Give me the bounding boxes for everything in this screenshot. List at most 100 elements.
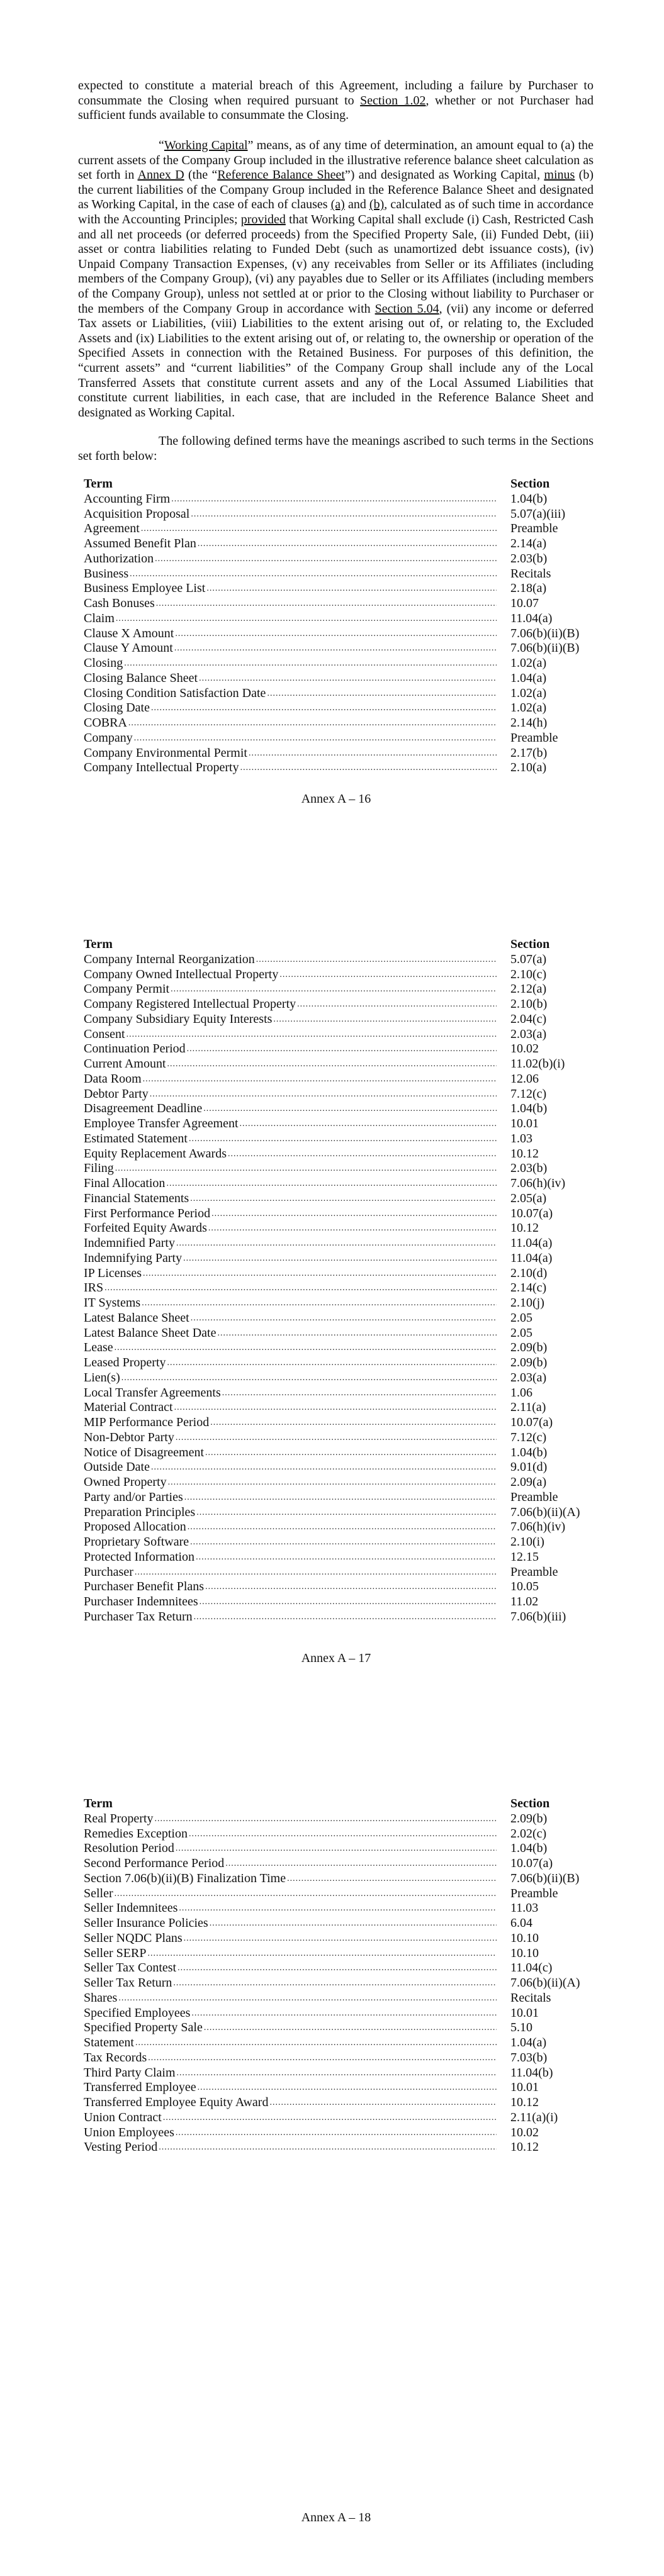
dot-leader <box>196 2080 497 2095</box>
section-reference: 10.02 <box>510 1042 539 1056</box>
term-name: IT Systems <box>84 1296 141 1310</box>
dot-leader <box>227 1147 497 1162</box>
table-row: Outside Date 9.01(d) <box>84 1460 594 1475</box>
term-cell: IP Licenses <box>84 1266 497 1281</box>
dot-leader <box>177 1901 497 1916</box>
dot-leader <box>266 686 497 701</box>
table-row: Authorization 2.03(b) <box>84 552 594 567</box>
term-cell: Continuation Period <box>84 1042 497 1057</box>
term-name: Third Party Claim <box>84 2065 176 2080</box>
section-reference: 7.06(h)(iv) <box>510 1520 566 1534</box>
section-reference: 11.04(a) <box>510 1236 553 1250</box>
table-row: Company Preamble <box>84 731 594 746</box>
section-reference: 2.09(b) <box>510 1356 548 1369</box>
paragraph: “Working Capital” means, as of any time … <box>78 138 594 420</box>
section-reference: 1.02(a) <box>510 701 547 715</box>
term-name: Consent <box>84 1027 125 1041</box>
term-cell: Party and/or Parties <box>84 1490 497 1505</box>
header-section: Section <box>510 477 550 491</box>
table-row: Continuation Period 10.02 <box>84 1042 594 1057</box>
term-name: Clause Y Amount <box>84 641 173 655</box>
dot-leader <box>154 1812 497 1827</box>
table-row: Proposed Allocation 7.06(h)(iv) <box>84 1520 594 1535</box>
term-cell: Data Room <box>84 1072 497 1087</box>
term-name: Continuation Period <box>84 1042 186 1056</box>
section-reference: 1.04(a) <box>510 671 547 685</box>
table-row: Specified Employees 10.01 <box>84 2006 594 2021</box>
term-cell: Transferred Employee Equity Award <box>84 2095 497 2110</box>
section-reference: 1.04(b) <box>510 1445 548 1459</box>
term-name: Business Employee List <box>84 581 206 596</box>
term-cell: Closing Balance Sheet <box>84 671 497 686</box>
section-reference: 2.14(c) <box>510 1281 547 1295</box>
page-footer: Annex A – 17 <box>301 1651 371 1665</box>
paragraph: The following defined terms have the mea… <box>78 434 594 464</box>
term-cell: Union Employees <box>84 2126 497 2141</box>
term-cell: Section 7.06(b)(ii)(B) Finalization Time <box>84 1871 497 1887</box>
term-cell: Company Permit <box>84 982 497 997</box>
term-cell: Consent <box>84 1027 497 1042</box>
dot-leader <box>174 1430 497 1446</box>
header-section: Section <box>510 1797 550 1810</box>
table-row: Consent 2.03(a) <box>84 1027 594 1042</box>
dot-leader <box>170 492 497 507</box>
table-row: Final Allocation 7.06(h)(iv) <box>84 1176 594 1191</box>
dot-leader <box>195 1505 497 1520</box>
term-name: Final Allocation <box>84 1176 166 1190</box>
dot-leader <box>204 1446 497 1461</box>
dot-leader <box>278 967 497 983</box>
dot-leader <box>142 1266 497 1281</box>
dot-leader <box>140 1296 497 1311</box>
dot-leader <box>216 1326 497 1341</box>
table-row: Seller Indemnitees 11.03 <box>84 1901 594 1916</box>
table-row: Party and/or Parties Preamble <box>84 1490 594 1505</box>
table-row: Real Property 2.09(b) <box>84 1812 594 1827</box>
table-row: COBRA 2.14(h) <box>84 716 594 731</box>
dot-leader <box>157 2140 497 2155</box>
table-row: Company Internal Reorganization 5.07(a) <box>84 952 594 967</box>
table-row: Debtor Party 7.12(c) <box>84 1087 594 1102</box>
text-run: and <box>344 198 369 212</box>
term-cell: Closing Date <box>84 701 497 716</box>
table-row: Transferred Employee 10.01 <box>84 2080 594 2095</box>
table-row: Notice of Disagreement 1.04(b) <box>84 1446 594 1461</box>
term-name: Company Internal Reorganization <box>84 952 255 966</box>
term-name: Transferred Employee <box>84 2080 196 2095</box>
term-cell: Union Contract <box>84 2110 497 2126</box>
table-row: IP Licenses 2.10(d) <box>84 1266 594 1281</box>
term-cell: Second Performance Period <box>84 1856 497 1871</box>
term-name: Section 7.06(b)(ii)(B) Finalization Time <box>84 1871 286 1885</box>
dot-leader <box>173 1400 497 1415</box>
term-name: Data Room <box>84 1071 142 1086</box>
term-cell: Company Subsidiary Equity Interests <box>84 1012 497 1027</box>
dot-leader <box>150 1460 497 1475</box>
term-cell: Third Party Claim <box>84 2066 497 2081</box>
section-reference: 2.05 <box>510 1325 532 1340</box>
term-cell: Company <box>84 731 497 746</box>
term-name: Forfeited Equity Awards <box>84 1221 207 1235</box>
term-cell: Accounting Firm <box>84 492 497 507</box>
table-row: Preparation Principles 7.06(b)(ii)(A) <box>84 1505 594 1520</box>
table-row: Latest Balance Sheet 2.05 <box>84 1311 594 1326</box>
term-name: Seller Insurance Policies <box>84 1916 208 1930</box>
term-name: Tax Records <box>84 2050 147 2065</box>
term-cell: Proposed Allocation <box>84 1520 497 1535</box>
term-cell: Seller Indemnitees <box>84 1901 497 1916</box>
dot-leader <box>286 1871 497 1887</box>
dot-leader <box>190 2006 497 2021</box>
term-name: Indemnifying Party <box>84 1251 183 1265</box>
term-cell: Company Internal Reorganization <box>84 952 497 967</box>
term-name: Specified Property Sale <box>84 2021 203 2035</box>
term-name: Shares <box>84 1990 118 2005</box>
term-cell: Employee Transfer Agreement <box>84 1117 497 1132</box>
term-name: Second Performance Period <box>84 1856 225 1870</box>
table-row: Third Party Claim 11.04(b) <box>84 2066 594 2081</box>
term-name: Equity Replacement Awards <box>84 1146 227 1161</box>
term-cell: Tax Records <box>84 2051 497 2066</box>
term-name: Proprietary Software <box>84 1535 189 1549</box>
table-row: Lease 2.09(b) <box>84 1341 594 1356</box>
term-cell: Company Environmental Permit <box>84 746 497 761</box>
term-cell: Financial Statements <box>84 1191 497 1207</box>
term-cell: Business Employee List <box>84 581 497 596</box>
term-cell: First Performance Period <box>84 1207 497 1222</box>
